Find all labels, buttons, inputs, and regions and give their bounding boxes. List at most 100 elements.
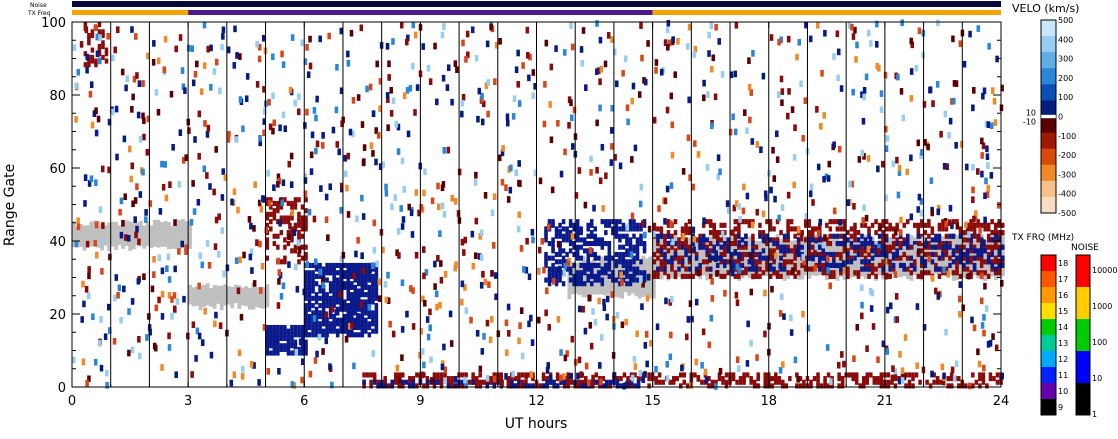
noise-cell bbox=[298, 338, 303, 346]
noise-cell bbox=[919, 152, 923, 160]
echo-cell bbox=[321, 310, 326, 316]
noise-cell bbox=[763, 289, 767, 297]
noise-cell bbox=[986, 162, 990, 169]
echo-cell bbox=[339, 266, 343, 272]
noise-cell bbox=[522, 266, 526, 273]
echo-cell bbox=[386, 383, 391, 389]
noise-cell bbox=[142, 273, 146, 280]
noise-cell bbox=[816, 163, 821, 171]
echo-cell bbox=[307, 321, 312, 327]
echo-cell bbox=[798, 376, 803, 382]
noise-cell bbox=[549, 136, 554, 144]
noise-cell bbox=[351, 97, 356, 104]
echo-cell bbox=[279, 335, 284, 342]
echo-cell bbox=[687, 248, 692, 254]
echo-cell bbox=[863, 244, 868, 250]
noise-cell bbox=[570, 143, 575, 150]
echo-cell bbox=[353, 292, 358, 298]
noise-cell bbox=[504, 373, 508, 380]
noise-cell bbox=[733, 70, 738, 78]
echo-cell bbox=[670, 266, 674, 272]
noise-cell bbox=[105, 381, 109, 389]
echo-cell bbox=[698, 244, 702, 250]
ground-scatter-cell bbox=[867, 237, 872, 277]
echo-cell bbox=[342, 306, 347, 312]
noise-cell bbox=[207, 261, 212, 269]
echo-cell bbox=[955, 270, 959, 276]
echo-cell bbox=[304, 332, 308, 338]
echo-cell bbox=[886, 379, 891, 385]
noise-cell bbox=[130, 106, 134, 113]
echo-cell bbox=[325, 292, 329, 298]
echo-cell bbox=[937, 233, 942, 239]
noise-cell bbox=[876, 165, 880, 173]
noise-cell bbox=[178, 34, 183, 41]
echo-cell bbox=[632, 266, 636, 272]
noise-cell bbox=[852, 202, 856, 210]
noise-cell bbox=[400, 157, 405, 165]
echo-cell bbox=[872, 379, 877, 385]
echo-cell bbox=[94, 62, 98, 68]
echo-cell bbox=[307, 277, 312, 283]
echo-cell bbox=[807, 251, 811, 258]
txfreq-bar bbox=[72, 10, 1001, 15]
echo-cell bbox=[97, 47, 102, 53]
velocity-colorbar-tick-label: 200 bbox=[1058, 74, 1073, 83]
echo-cell bbox=[870, 255, 875, 261]
noise-cell bbox=[980, 152, 984, 159]
echo-cell bbox=[930, 244, 935, 250]
ground-scatter-cell bbox=[684, 239, 689, 279]
echo-cell bbox=[670, 244, 674, 250]
noise-cell bbox=[108, 253, 112, 261]
noise-cell bbox=[262, 85, 266, 93]
echo-cell bbox=[374, 321, 379, 327]
echo-cell bbox=[803, 219, 808, 225]
noise-cell bbox=[134, 33, 138, 40]
noise-cell bbox=[703, 368, 708, 376]
noise-cell bbox=[899, 216, 903, 224]
echo-cell bbox=[589, 273, 594, 279]
echo-cell bbox=[607, 244, 612, 250]
noise-cell bbox=[239, 313, 244, 321]
ground-scatter-cell bbox=[174, 219, 178, 249]
echo-cell bbox=[332, 299, 336, 305]
noise-cell bbox=[187, 127, 191, 134]
echo-cell bbox=[726, 237, 731, 243]
noise-cell bbox=[442, 147, 446, 154]
echo-cell bbox=[986, 226, 991, 232]
noise-cell bbox=[639, 183, 644, 191]
noise-cell bbox=[162, 66, 167, 74]
noise-cell bbox=[546, 362, 550, 369]
noise-cell bbox=[393, 194, 397, 201]
echo-cell bbox=[554, 226, 559, 232]
noise-cell bbox=[824, 173, 829, 181]
echo-cell bbox=[932, 379, 936, 385]
noise-cell bbox=[525, 237, 529, 245]
echo-cell bbox=[916, 222, 921, 228]
echo-cell bbox=[818, 237, 822, 243]
noise-cell bbox=[498, 37, 502, 45]
echo-cell bbox=[307, 262, 312, 269]
noise-cell bbox=[161, 183, 166, 191]
noise-cell bbox=[773, 252, 778, 260]
echo-cell bbox=[614, 259, 619, 265]
echo-cell bbox=[283, 197, 287, 203]
noise-cell bbox=[87, 266, 91, 273]
noise-cell bbox=[290, 381, 295, 388]
noise-cell bbox=[428, 308, 432, 316]
noise-cell bbox=[252, 362, 256, 369]
echo-cell bbox=[629, 383, 634, 389]
echo-cell bbox=[272, 339, 277, 345]
noise-cell bbox=[909, 68, 914, 75]
echo-cell bbox=[290, 335, 294, 342]
noise-cell bbox=[734, 21, 739, 29]
noise-cell bbox=[809, 183, 814, 191]
noise-cell bbox=[232, 62, 237, 69]
echo-cell bbox=[723, 244, 727, 250]
echo-cell bbox=[628, 266, 633, 272]
noise-cell bbox=[421, 246, 426, 253]
noise-cell bbox=[909, 213, 914, 221]
echo-cell bbox=[551, 266, 555, 272]
noise-cell bbox=[477, 87, 482, 95]
noise-cell bbox=[799, 80, 803, 88]
